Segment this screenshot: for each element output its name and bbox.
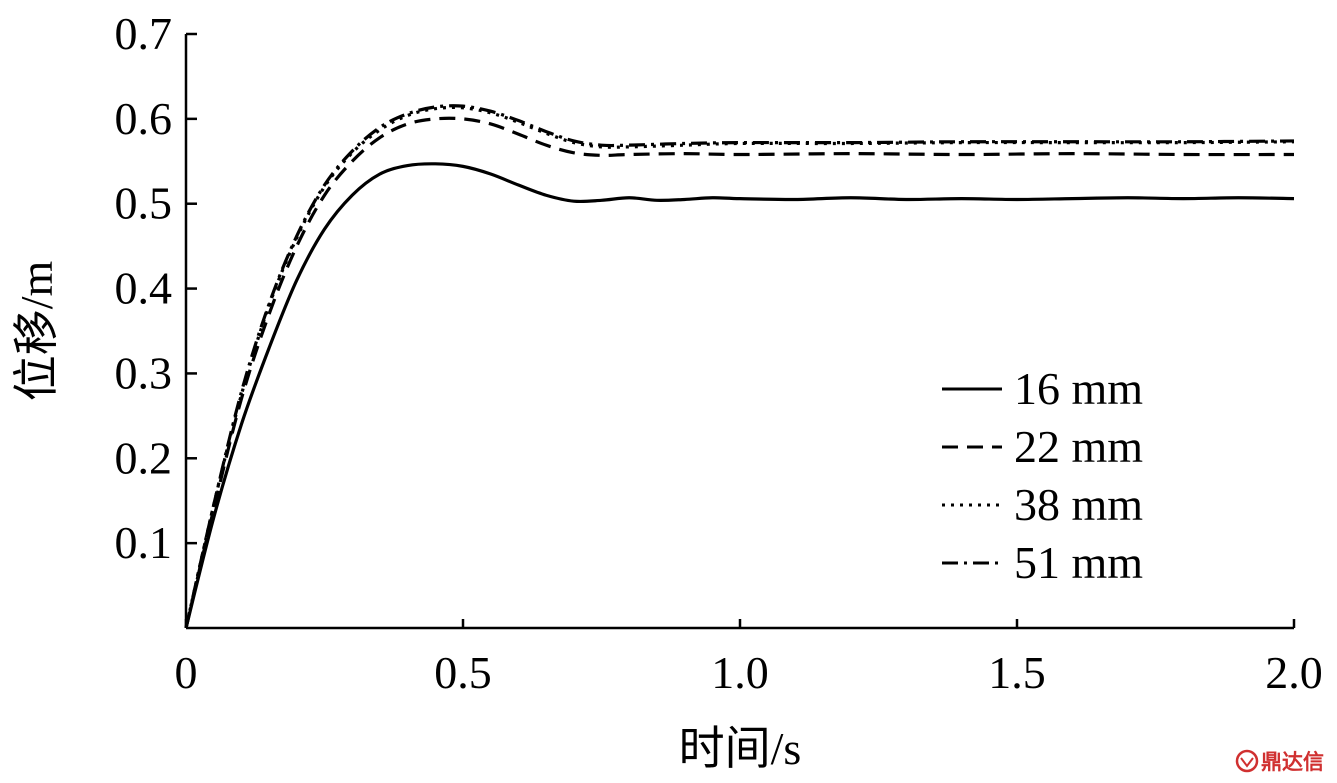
y-tick-label: 0.4: [115, 263, 173, 314]
legend-label: 51 mm: [1014, 537, 1143, 588]
x-tick-label: 2.0: [1265, 647, 1323, 698]
y-tick-label: 0.2: [115, 432, 173, 483]
legend: 16 mm 22 mm 38 mm 51 mm: [942, 363, 1143, 588]
y-tick-label: 0.5: [115, 178, 173, 229]
series-line-16-mm: [184, 162, 1295, 629]
x-tick-label: 0: [175, 647, 198, 698]
legend-label: 22 mm: [1014, 421, 1143, 472]
y-tick-label: 0.7: [115, 8, 173, 59]
series-line-22-mm: [184, 116, 1295, 629]
x-axis-label: 时间/s: [679, 723, 802, 774]
x-ticks: 0 0.5 1.0 1.5 2.0: [175, 619, 1323, 698]
y-tick-label: 0.1: [115, 517, 173, 568]
y-tick-label: 0.6: [115, 93, 173, 144]
legend-label: 38 mm: [1014, 479, 1143, 530]
y-tick-label: 0.3: [115, 347, 173, 398]
y-ticks: 0.1 0.2 0.3 0.4 0.5 0.6 0.7: [115, 8, 197, 568]
watermark-logo: 鼎达信: [1235, 749, 1324, 774]
x-tick-label: 1.5: [988, 647, 1046, 698]
y-axis-label: 位移/m: [11, 261, 62, 402]
x-tick-label: 0.5: [434, 647, 492, 698]
legend-label: 16 mm: [1014, 363, 1143, 414]
series-line-51-mm: [184, 104, 1295, 629]
watermark-logo-icon: [1235, 749, 1259, 773]
x-tick-label: 1.0: [711, 647, 769, 698]
series-layer: [184, 104, 1295, 629]
watermark-logo-mark: [1240, 757, 1254, 768]
watermark-text: 鼎达信: [1261, 750, 1324, 774]
